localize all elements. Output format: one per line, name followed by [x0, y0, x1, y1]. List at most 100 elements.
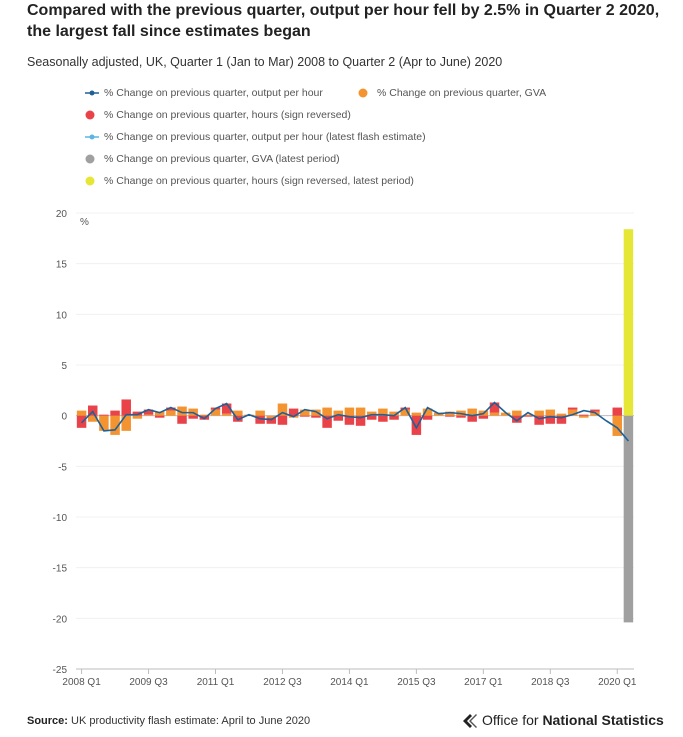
bar [154, 415, 165, 418]
bar [590, 411, 600, 416]
bar [300, 409, 310, 416]
bar [389, 415, 399, 420]
bar [456, 415, 466, 418]
legend-label: % Change on previous quarter, GVA (lates… [104, 153, 340, 165]
bar [445, 411, 455, 416]
bar [199, 414, 210, 416]
x-tick-label: 2017 Q1 [464, 677, 503, 688]
bar [76, 410, 87, 416]
bar [322, 415, 332, 428]
x-tick-label: 2011 Q1 [197, 677, 235, 688]
bar [467, 415, 477, 422]
bar [556, 413, 567, 416]
legend-label: % Change on previous quarter, output per… [104, 87, 323, 99]
bar [478, 415, 489, 419]
bar [132, 415, 143, 419]
bars [76, 229, 634, 623]
x-tick-label: 2020 Q1 [598, 677, 637, 688]
y-tick-label: 20 [56, 209, 68, 220]
source-text: UK productivity flash estimate: April to… [71, 715, 311, 727]
y-tick-label: -10 [53, 513, 68, 524]
legend-label: % Change on previous quarter, hours (sig… [104, 109, 351, 121]
bar [556, 415, 567, 424]
gridlines [76, 212, 634, 670]
bar [121, 415, 131, 431]
y-tick-label: 5 [61, 361, 67, 372]
line-marker-icon [85, 134, 99, 140]
y-tick-label: 10 [56, 310, 68, 321]
bar [411, 412, 422, 416]
legend-label: % Change on previous quarter, output per… [104, 131, 426, 143]
bar [233, 410, 243, 416]
bar [355, 407, 366, 416]
bar [512, 415, 522, 423]
bar [166, 407, 176, 411]
x-tick-label: 2015 Q3 [397, 677, 436, 688]
x-axis: 2008 Q1 2009 Q3 2011 Q1 2012 Q3 2014 Q1 2015 … [62, 668, 637, 688]
x-tick-label: 2009 Q3 [129, 677, 168, 688]
brand-prefix: Office for [482, 712, 543, 728]
bar [590, 409, 600, 412]
x-tick-label: 2014 Q1 [330, 677, 369, 688]
series-line [81, 401, 607, 432]
bar [311, 415, 321, 418]
y-tick-label: -25 [53, 665, 68, 676]
dot-marker-icon [85, 154, 95, 164]
y-tick-label: -20 [53, 614, 68, 625]
dot-marker-icon [85, 110, 95, 120]
bar [534, 415, 544, 425]
y-tick-label: -15 [53, 564, 68, 575]
bar [366, 415, 377, 420]
bar [579, 415, 589, 418]
bar [623, 415, 634, 623]
bar [545, 409, 556, 416]
bar [177, 415, 187, 424]
bar [188, 415, 198, 419]
ons-brand[interactable]: Office for National Statistics [482, 712, 664, 728]
bar [500, 412, 511, 416]
bar [411, 415, 422, 435]
bar [288, 408, 299, 416]
bar [266, 415, 277, 418]
bar [266, 417, 277, 424]
x-tick-label: 2012 Q3 [263, 677, 302, 688]
bar [567, 407, 578, 410]
bar [87, 415, 98, 422]
bar [422, 408, 433, 416]
bar [110, 415, 120, 435]
dot-marker-icon [85, 176, 95, 186]
bar [300, 415, 310, 417]
bar [344, 407, 355, 416]
bar [567, 409, 578, 416]
y-axis: 20 15 10 5 0 -5 -10 -15 -20 -25% [53, 209, 89, 676]
bar [523, 415, 533, 417]
bar [400, 409, 410, 416]
bar [99, 414, 109, 416]
bar [545, 415, 556, 424]
source-label: Source: [27, 715, 68, 727]
y-unit-label: % [80, 217, 89, 228]
bar [512, 410, 522, 416]
source-note: Source: UK productivity flash estimate: … [27, 715, 310, 727]
flash-line [605, 420, 630, 442]
chart-subtitle: Seasonally adjusted, UK, Quarter 1 (Jan … [27, 55, 503, 69]
bar [389, 411, 399, 416]
bar [579, 414, 589, 416]
bar [489, 402, 500, 413]
legend-label: % Change on previous quarter, GVA [377, 87, 547, 99]
bar [110, 410, 120, 416]
bar [467, 408, 477, 416]
bar [277, 415, 288, 425]
bar [99, 415, 109, 431]
bar [255, 410, 265, 416]
bar [366, 411, 377, 416]
legend-label: % Change on previous quarter, hours (sig… [104, 175, 414, 187]
bar [344, 415, 355, 425]
bar [255, 415, 265, 424]
bar [333, 410, 344, 416]
x-tick-label: 2018 Q3 [531, 677, 570, 688]
line-marker-icon [85, 90, 99, 96]
chart-title: Compared with the previous quarter, outp… [27, 2, 660, 40]
brand-bold: National Statistics [542, 712, 664, 728]
